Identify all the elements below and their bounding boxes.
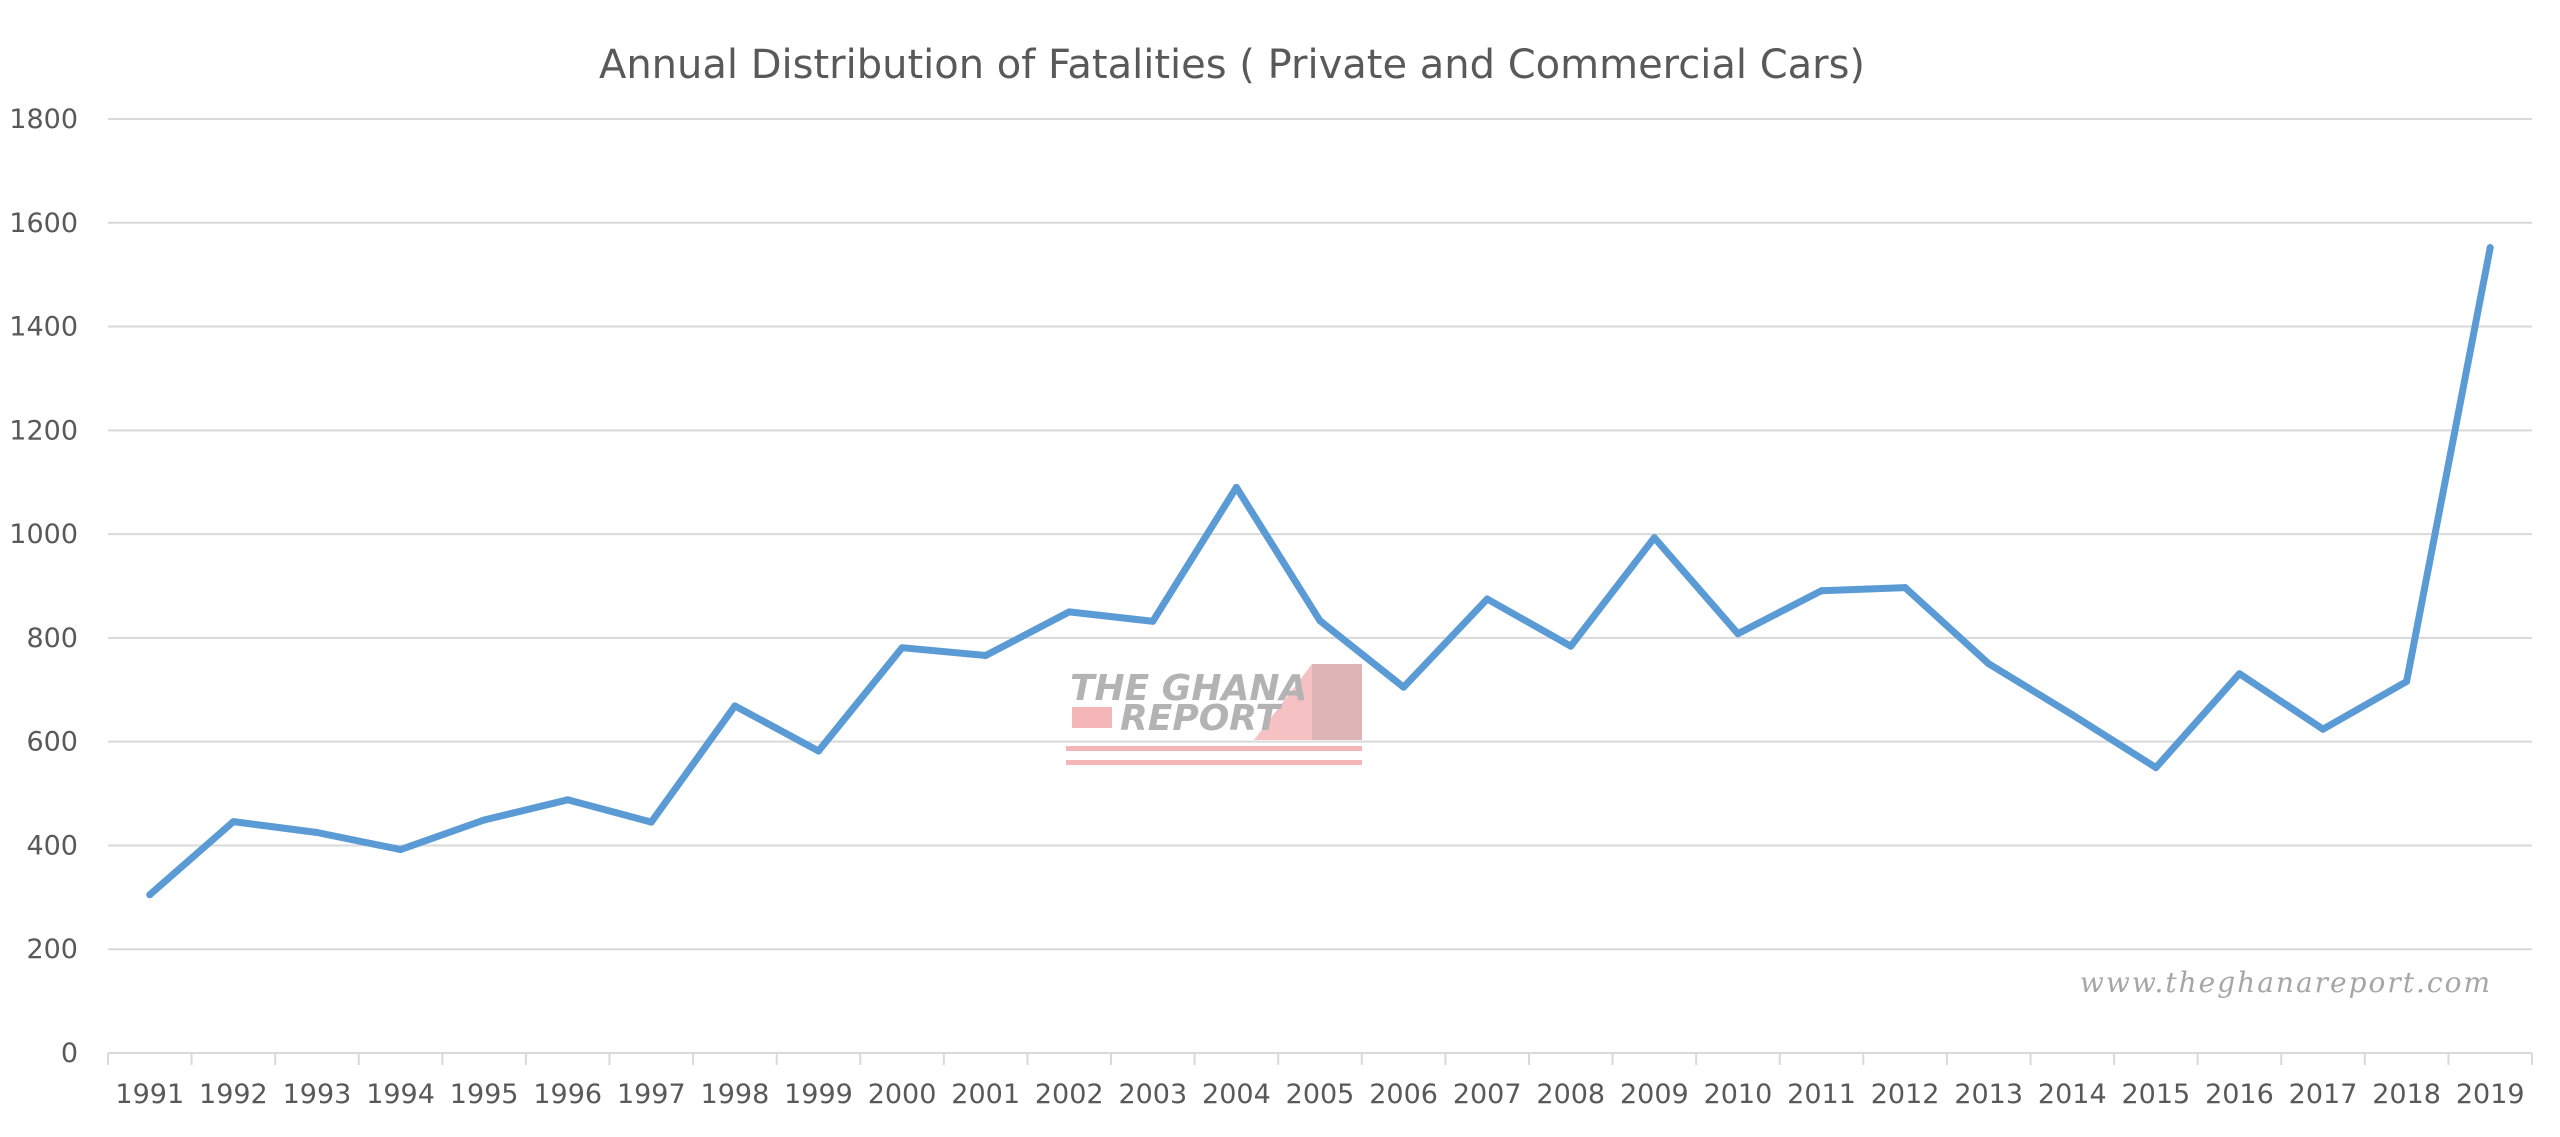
x-tick-label: 2005 xyxy=(1286,1079,1355,1110)
x-tick-label: 2007 xyxy=(1453,1079,1522,1110)
data-point xyxy=(2403,677,2411,685)
data-point xyxy=(564,796,572,804)
data-point xyxy=(2152,764,2160,772)
data-point xyxy=(1567,642,1575,650)
data-point xyxy=(2068,711,2076,719)
logo-stripe-2 xyxy=(1066,760,1362,765)
data-point xyxy=(1985,660,1993,668)
data-point xyxy=(1232,483,1240,491)
data-point xyxy=(982,652,990,660)
data-point xyxy=(1650,534,1658,542)
x-tick-label: 2018 xyxy=(2372,1079,2441,1110)
x-tick-label: 2015 xyxy=(2122,1079,2191,1110)
x-tick-label: 2012 xyxy=(1871,1079,1940,1110)
watermark-logo: THE GHANA REPORT xyxy=(1066,664,1362,765)
gridlines xyxy=(108,118,2532,951)
data-point xyxy=(898,644,906,652)
data-point xyxy=(229,818,237,826)
y-tick-label: 1600 xyxy=(9,208,78,239)
x-tick-label: 2003 xyxy=(1118,1079,1187,1110)
logo-line-1: THE GHANA xyxy=(1070,668,1307,709)
y-tick-label: 1800 xyxy=(9,104,78,135)
data-point xyxy=(1818,587,1826,595)
logo-line-2: REPORT xyxy=(1120,698,1282,739)
x-tick-label: 2008 xyxy=(1536,1079,1605,1110)
data-point xyxy=(2319,725,2327,733)
x-tick-label: 1998 xyxy=(701,1079,770,1110)
x-tick-label: 2004 xyxy=(1202,1079,1271,1110)
x-tick-label: 1992 xyxy=(199,1079,268,1110)
x-tick-label: 2001 xyxy=(951,1079,1020,1110)
x-tick-label: 2000 xyxy=(868,1079,937,1110)
x-tick-label: 1994 xyxy=(366,1079,435,1110)
data-point xyxy=(397,846,405,854)
y-tick-label: 400 xyxy=(26,830,78,861)
y-tick-label: 800 xyxy=(26,623,78,654)
x-tick-label: 2013 xyxy=(1954,1079,2023,1110)
data-point xyxy=(1901,584,1909,592)
x-tick-label: 2010 xyxy=(1704,1079,1773,1110)
data-point xyxy=(647,818,655,826)
data-point xyxy=(1065,608,1073,616)
x-axis xyxy=(107,1052,2533,1065)
y-tick-label: 0 xyxy=(61,1038,78,1069)
data-point xyxy=(1734,630,1742,638)
x-tick-label: 2009 xyxy=(1620,1079,1689,1110)
logo-stripe-1 xyxy=(1066,746,1362,751)
y-tick-label: 1400 xyxy=(9,312,78,343)
data-point xyxy=(1149,617,1157,625)
x-tick-label: 2002 xyxy=(1035,1079,1104,1110)
data-point xyxy=(1483,595,1491,603)
x-tick-label: 2014 xyxy=(2038,1079,2107,1110)
x-tick-label: 2017 xyxy=(2289,1079,2358,1110)
data-point xyxy=(313,828,321,836)
data-point xyxy=(480,816,488,824)
x-axis-tick-labels: 1991 1992 1993 1994 1995 1996 1997 1998 1999 2000… xyxy=(115,1079,2524,1110)
y-tick-label: 600 xyxy=(26,727,78,758)
data-point xyxy=(1316,617,1324,625)
y-tick-label: 200 xyxy=(26,934,78,965)
x-tick-label: 1995 xyxy=(450,1079,519,1110)
x-tick-label: 2016 xyxy=(2205,1079,2274,1110)
series-layer xyxy=(146,244,2494,899)
data-point xyxy=(2235,670,2243,678)
y-tick-label: 1000 xyxy=(9,519,78,550)
x-tick-label: 1996 xyxy=(533,1079,602,1110)
y-tick-label: 1200 xyxy=(9,415,78,446)
data-point xyxy=(2486,244,2494,252)
logo-shade xyxy=(1312,664,1362,740)
x-tick-label: 1999 xyxy=(784,1079,853,1110)
data-point xyxy=(1400,683,1408,691)
x-tick-label: 2006 xyxy=(1369,1079,1438,1110)
x-tick-label: 1993 xyxy=(283,1079,352,1110)
chart-title: Annual Distribution of Fatalities ( Priv… xyxy=(599,42,1865,88)
data-point xyxy=(814,747,822,755)
data-point xyxy=(146,891,154,899)
y-axis-tick-labels: 0 200 400 600 800 1000 1200 1400 1600 1800 xyxy=(9,104,78,1069)
watermark-url: www.theghanareport.com xyxy=(2080,966,2492,999)
x-tick-label: 1997 xyxy=(617,1079,686,1110)
x-tick-label: 2011 xyxy=(1787,1079,1856,1110)
data-point xyxy=(731,702,739,710)
x-tick-label: 2019 xyxy=(2456,1079,2525,1110)
logo-accent xyxy=(1072,707,1112,728)
x-tick-label: 1991 xyxy=(115,1079,184,1110)
